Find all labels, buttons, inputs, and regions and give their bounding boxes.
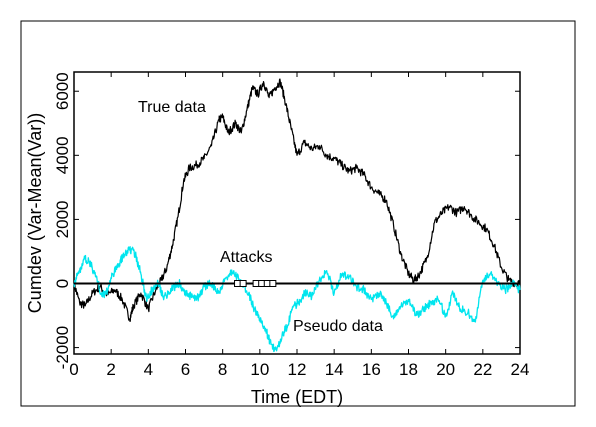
y-tick-label: -2000 <box>53 326 72 369</box>
x-tick-label: 12 <box>288 360 307 379</box>
attack-marker <box>269 280 277 287</box>
y-tick-label: 4000 <box>53 136 72 174</box>
series-line-true-data <box>73 78 521 322</box>
x-tick-label: 24 <box>511 360 530 379</box>
x-axis-ticks: 0 2 4 6 8 10 12 14 16 18 20 22 24 <box>69 72 529 379</box>
y-tick-label: 6000 <box>53 72 72 110</box>
attack-markers <box>234 280 277 287</box>
y-axis-ticks: -2000 0 2000 4000 6000 <box>53 72 520 369</box>
x-tick-label: 10 <box>250 360 269 379</box>
y-tick-label: 2000 <box>53 200 72 238</box>
x-tick-label: 2 <box>106 360 115 379</box>
attack-marker <box>239 280 247 287</box>
pseudo-data-label: Pseudo data <box>293 318 383 335</box>
x-tick-label: 8 <box>218 360 227 379</box>
y-axis-label: Cumdev (Var-Mean(Var)) <box>25 113 45 313</box>
true-data-label: True data <box>138 99 206 116</box>
x-tick-label: 0 <box>69 360 78 379</box>
x-tick-label: 14 <box>325 360 344 379</box>
x-tick-label: 4 <box>144 360 153 379</box>
y-tick-label: 0 <box>53 279 72 288</box>
series-line-pseudo-data <box>73 246 521 353</box>
outer-border <box>20 20 576 407</box>
x-tick-label: 16 <box>362 360 381 379</box>
series-layer <box>73 78 521 353</box>
x-axis-label: Time (EDT) <box>251 387 343 407</box>
x-tick-label: 6 <box>181 360 190 379</box>
attacks-label: Attacks <box>220 249 272 266</box>
x-tick-label: 20 <box>436 360 455 379</box>
x-tick-label: 18 <box>399 360 418 379</box>
x-tick-label: 22 <box>473 360 492 379</box>
